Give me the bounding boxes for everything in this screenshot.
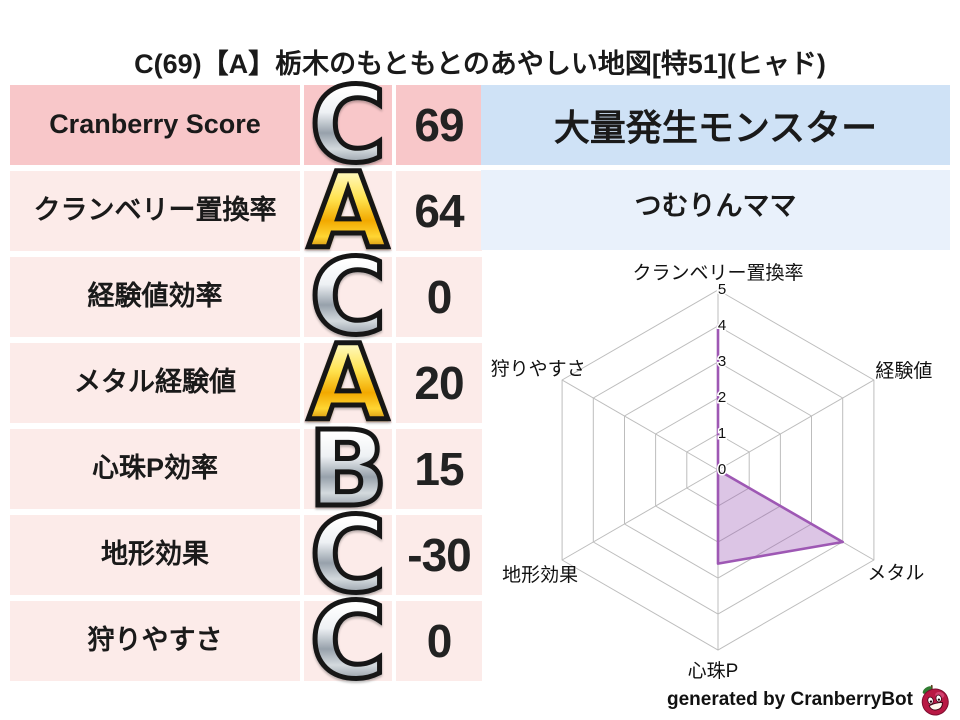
svg-text:2: 2 (718, 389, 726, 406)
svg-text:メタル: メタル (867, 562, 924, 584)
stat-value: 20 (396, 343, 482, 423)
stat-label: クランベリー置換率 (10, 171, 300, 251)
stat-label: 経験値効率 (10, 257, 300, 337)
grade-letter: A (305, 150, 390, 272)
grade-badge: C (304, 580, 392, 702)
stat-value: 15 (396, 429, 482, 509)
grade-badge: C (304, 494, 392, 616)
cranberry-bot-icon (921, 684, 949, 716)
stat-label: 心珠P効率 (10, 429, 300, 509)
stat-value: -30 (396, 515, 482, 595)
page-title: C(69)【A】栃木のもともとのあやしい地図[特51](ヒャド) (134, 49, 826, 79)
grade-badge: B (304, 408, 392, 530)
bot-credit: generated by CranberryBot (667, 682, 952, 718)
bot-credit-label: generated by CranberryBot (666, 689, 913, 710)
svg-text:心珠P: 心珠P (688, 660, 739, 682)
svg-text:クランベリー置換率: クランベリー置換率 (632, 262, 803, 284)
stat-label: 狩りやすさ (10, 601, 300, 681)
grade-letter: C (307, 494, 388, 616)
stat-label: Cranberry Score (10, 85, 300, 165)
grade-badge: C (304, 64, 392, 186)
grade-letter: C (307, 236, 388, 358)
svg-text:5: 5 (718, 281, 726, 298)
monster-name: つむりんママ (481, 170, 950, 250)
stat-label: 地形効果 (10, 515, 300, 595)
grade-letter: A (305, 322, 390, 444)
svg-text:経験値: 経験値 (875, 360, 932, 382)
svg-text:4: 4 (718, 317, 726, 334)
svg-text:3: 3 (718, 353, 726, 370)
grade-badge: A (304, 322, 392, 444)
radar-chart-container: 0 1 2 3 4 5 クランベリー置換率経験値メタル心珠P 地形効果 狩りやすさ (482, 254, 952, 694)
stat-value: 0 (396, 257, 482, 337)
grade-letter: C (307, 580, 388, 702)
svg-text:地形効果: 地形効果 (502, 564, 578, 586)
grade-letter: C (307, 64, 388, 186)
grade-letter: B (306, 408, 390, 530)
stat-value: 0 (396, 601, 482, 681)
stat-value: 69 (396, 85, 482, 165)
monster-panel-header: 大量発生モンスター (481, 85, 950, 165)
stat-label: メタル経験値 (10, 343, 300, 423)
grade-badge: C (304, 236, 392, 358)
stat-value: 64 (396, 171, 482, 251)
stats-table: Cranberry Score C 69 クランベリー置換率 A 64 経験値効… (10, 64, 482, 702)
svg-text:狩りやすさ: 狩りやすさ (491, 358, 586, 380)
svg-text:0: 0 (718, 461, 726, 478)
grade-badge: A (304, 150, 392, 272)
svg-text:1: 1 (718, 425, 726, 442)
